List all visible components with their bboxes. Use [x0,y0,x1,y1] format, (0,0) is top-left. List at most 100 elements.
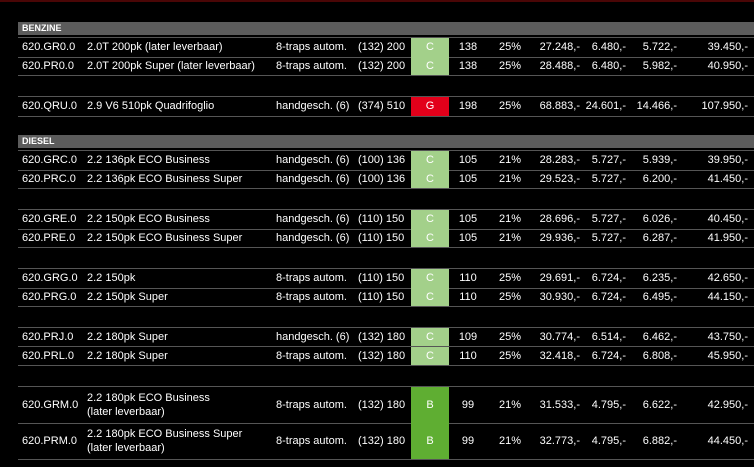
description-line: 2.2 150pk [87,272,136,285]
net-price: 68.883,- [539,100,580,113]
energy-label: C [411,56,449,76]
net-price: 32.773,- [539,434,580,447]
code: 620.PRE.0 [22,232,76,245]
co2: 99 [461,434,475,447]
total-price: 42.650,- [707,272,748,285]
description-line: 2.2 150pk ECO Business [87,213,210,226]
co2: 138 [458,60,478,73]
bijtelling: 25% [498,349,522,362]
bpm: 6.724,- [591,349,626,362]
description-line: 2.2 150pk ECO Business Super [87,232,243,245]
description: 2.2 180pk ECO Business (later leverbaar) [87,387,210,423]
energy-label: C [411,327,449,347]
code: 620.PR0.0 [22,60,74,73]
transmission: handgesch. (6) [276,173,350,186]
table-row: 620.PRL.0 8-traps autom. (132) 180 110 25% 32… [18,346,754,367]
code: 620.GRE.0 [22,213,77,226]
transmission: 8-traps autom. [276,41,347,54]
transmission: 8-traps autom. [276,434,347,447]
power: (132) 180 [358,349,406,362]
bijtelling: 25% [498,41,522,54]
power: (110) 150 [358,290,405,303]
table-row: 620.PRG.0 8-traps autom. (110) 150 110 25% 30… [18,287,754,308]
description: 2.2 150pk [87,269,135,288]
energy-label: C [411,287,449,307]
net-price: 30.774,- [539,331,580,344]
energy-label: B [411,386,449,423]
bpm: 4.795,- [591,398,626,411]
transmission: 8-traps autom. [276,272,347,285]
energy-label: C [411,169,449,189]
bpm: 6.724,- [591,290,626,303]
co2: 110 [459,290,477,303]
code: 620.PRG.0 [22,290,77,303]
vat: 6.235,- [642,272,677,285]
vat: 6.026,- [642,213,677,226]
power: (132) 200 [358,60,406,73]
net-price: 31.533,- [539,398,580,411]
table-row: 620.PRC.0 handgesch. (6) (100) 136 105 21% 29… [18,169,754,190]
table-row: 620.GR0.0 8-traps autom. (132) 200 138 25% 27… [18,37,754,58]
energy-label: B [411,422,449,459]
table-row: 620.PRJ.0 handgesch. (6) (132) 180 109 25% 30… [18,326,754,348]
bijtelling: 21% [498,154,522,167]
power: (374) 510 [358,100,406,113]
transmission: handgesch. (6) [276,232,350,245]
description: 2.2 150pk Super [87,288,168,307]
bpm: 6.480,- [591,60,626,73]
total-price: 45.950,- [707,349,748,362]
top-rule [0,0,754,2]
bijtelling: 21% [498,232,522,245]
co2: 110 [459,272,477,285]
description-line: 2.2 180pk ECO Business [87,391,210,404]
total-price: 44.150,- [707,290,748,303]
table-row: 620.GRM.0 8-traps autom. (132) 180 99 21% 31.… [18,385,754,424]
code: 620.GRG.0 [22,272,78,285]
description-line: 2.0T 200pk (later leverbaar) [87,41,223,54]
code: 620.PRC.0 [22,173,76,186]
energy-label: C [411,268,449,288]
bpm: 6.480,- [591,41,626,54]
transmission: 8-traps autom. [276,60,347,73]
power: (110) 150 [358,272,405,285]
vat: 5.939,- [642,154,677,167]
energy-label: C [411,228,449,248]
energy-label: C [411,346,449,366]
net-price: 29.936,- [539,232,580,245]
vat: 6.462,- [642,331,677,344]
bpm: 5.727,- [591,173,626,186]
transmission: 8-traps autom. [276,290,347,303]
section-header: DIESEL [18,135,754,149]
bijtelling: 21% [498,213,522,226]
co2: 105 [458,232,478,245]
description-line: 2.2 180pk Super [87,349,168,362]
description-line: 2.2 150pk Super [87,290,168,303]
table-row: 620.PRM.0 8-traps autom. (132) 180 99 21% 32.… [18,422,754,460]
vat: 6.808,- [642,349,677,362]
energy-label: C [411,210,449,229]
description: 2.2 150pk ECO Business [87,210,210,229]
description: 2.2 136pk ECO Business Super [87,170,242,189]
power: (132) 180 [358,434,406,447]
bpm: 24.601,- [585,100,626,113]
description-line: (later leverbaar) [87,405,165,418]
description: 2.0T 200pk Super (later leverbaar) [87,57,255,76]
section-title: DIESEL [22,136,55,147]
vat: 5.722,- [642,41,677,54]
description: 2.2 150pk ECO Business Super [87,229,242,248]
net-price: 29.691,- [539,272,580,285]
bpm: 5.727,- [591,213,626,226]
total-price: 44.450,- [707,434,748,447]
net-price: 28.283,- [539,154,580,167]
net-price: 30.930,- [539,290,580,303]
description-line: 2.9 V6 510pk Quadrifoglio [87,100,215,113]
code: 620.QRU.0 [22,100,78,113]
bpm: 6.514,- [591,331,626,344]
total-price: 40.950,- [707,60,748,73]
net-price: 29.523,- [539,173,580,186]
bpm: 5.727,- [591,154,626,167]
power: (132) 180 [358,331,406,344]
bijtelling: 25% [498,60,522,73]
total-price: 39.950,- [707,154,748,167]
net-price: 27.248,- [539,41,580,54]
